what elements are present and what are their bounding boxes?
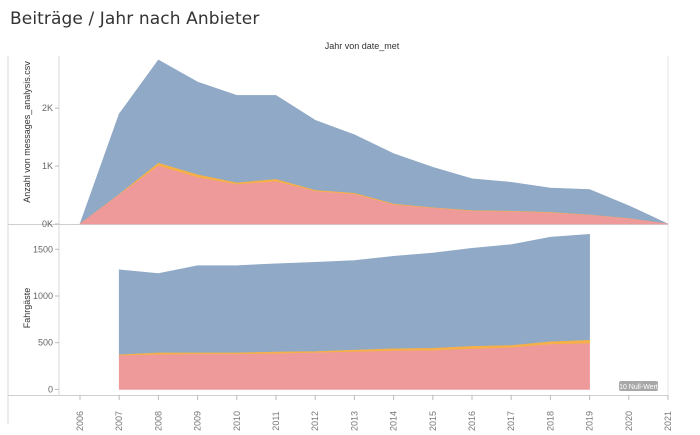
y-tick-label: 500	[38, 338, 53, 348]
area-series-0-panel-1[interactable]	[79, 165, 669, 225]
y-axis-label-top: Anzahl von messages_analysis.csv	[22, 61, 32, 203]
y-tick-label: 1500	[33, 244, 53, 254]
x-tick-label: 2007	[114, 411, 124, 431]
x-tick-label: 2008	[153, 411, 163, 431]
area-series-2-panel-2[interactable]	[118, 234, 590, 356]
null-values-badge-label: ≥10 Null-Werte	[615, 384, 662, 391]
x-tick-label: 2019	[585, 411, 595, 431]
x-tick-label: 2013	[349, 411, 359, 431]
x-tick-label: 2012	[310, 411, 320, 431]
chart-title: Beiträge / Jahr nach Anbieter	[10, 9, 260, 29]
grid-layer	[7, 56, 669, 424]
x-tick-label: 2011	[271, 411, 281, 430]
x-tick-label: 2014	[389, 411, 399, 431]
x-tick-label: 2010	[232, 411, 242, 431]
y-tick-label: 0K	[42, 219, 53, 229]
x-tick-label: 2009	[193, 411, 203, 431]
y-tick-label: 1000	[33, 291, 53, 301]
y-tick-label: 0	[48, 384, 53, 394]
y-tick-label: 2K	[42, 103, 53, 113]
x-tick-label: 2018	[545, 411, 555, 431]
x-tick-label: 2015	[428, 411, 438, 431]
x-header-label: Jahr von date_met	[325, 41, 400, 51]
null-values-badge[interactable]: ≥10 Null-Werte	[615, 381, 662, 391]
y-axis-label-bottom: Fahrgäste	[22, 288, 32, 329]
y-tick-label: 1K	[42, 161, 53, 171]
axes-layer: Jahr von date_met Anzahl von messages_an…	[22, 41, 673, 431]
x-tick-label: 2021	[663, 411, 673, 431]
x-tick-label: 2006	[75, 411, 85, 431]
area-series-0-panel-2[interactable]	[118, 343, 590, 390]
x-tick-label: 2017	[506, 411, 516, 431]
x-tick-label: 2020	[624, 411, 634, 431]
marks-layer	[79, 59, 669, 390]
x-tick-label: 2016	[467, 411, 477, 431]
